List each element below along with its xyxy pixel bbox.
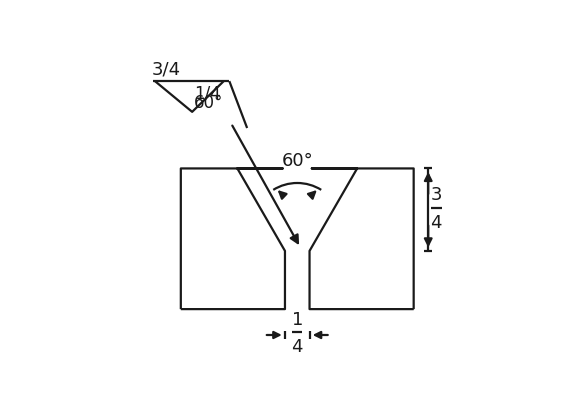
Text: 4: 4 — [430, 213, 442, 231]
Text: 1/4: 1/4 — [194, 84, 220, 102]
Text: 3/4: 3/4 — [152, 60, 181, 79]
Text: 1: 1 — [292, 310, 303, 328]
Text: 4: 4 — [292, 338, 303, 356]
Text: 3: 3 — [430, 186, 442, 204]
Text: 60°: 60° — [281, 152, 313, 170]
Text: 60°: 60° — [194, 94, 223, 112]
